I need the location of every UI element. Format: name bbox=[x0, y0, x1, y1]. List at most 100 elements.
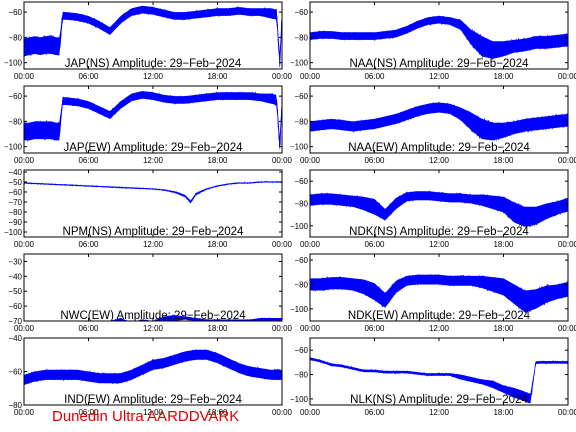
x-tick-label: 00:00 bbox=[558, 408, 576, 417]
y-tick-label: −100 bbox=[4, 59, 23, 68]
x-tick-label: 00:00 bbox=[558, 240, 576, 249]
y-tick-label: −60 bbox=[294, 346, 308, 355]
y-tick-label: −100 bbox=[290, 305, 309, 314]
x-tick-label: 00:00 bbox=[14, 72, 35, 81]
amplitude-series bbox=[310, 15, 568, 60]
x-tick-label: 12:00 bbox=[143, 324, 164, 333]
amplitude-series bbox=[24, 91, 282, 152]
x-tick-label: 18:00 bbox=[207, 408, 228, 417]
chart-title: IND(EW) Amplitude: 29−Feb−2024 bbox=[64, 394, 242, 406]
x-tick-label: 00:00 bbox=[272, 324, 293, 333]
x-tick-label: 12:00 bbox=[143, 156, 164, 165]
amplitude-trace bbox=[24, 5, 282, 68]
x-tick-label: 18:00 bbox=[207, 240, 228, 249]
y-tick-label: −60 bbox=[294, 92, 308, 101]
x-tick-label: 12:00 bbox=[429, 240, 450, 249]
x-tick-label: 18:00 bbox=[493, 408, 514, 417]
chart-panel: 00:00 06:00 12:00 18:00 00:00 −100 −80 −60 NDK(N… bbox=[290, 169, 576, 249]
amplitude-series bbox=[110, 314, 282, 321]
chart-title: JAP(NS) Amplitude: 29−Feb−2024 bbox=[65, 58, 242, 70]
amplitude-envelope bbox=[310, 15, 568, 59]
x-tick-label: 12:00 bbox=[429, 72, 450, 81]
amplitude-series bbox=[24, 180, 282, 204]
x-tick-label: 06:00 bbox=[78, 72, 99, 81]
x-tick-label: 00:00 bbox=[272, 408, 293, 417]
x-tick-label: 06:00 bbox=[364, 408, 385, 417]
x-tick-label: 00:00 bbox=[14, 240, 35, 249]
x-tick-label: 00:00 bbox=[14, 156, 35, 165]
x-tick-label: 00:00 bbox=[300, 156, 321, 165]
x-tick-label: 00:00 bbox=[272, 72, 293, 81]
x-tick-label: 06:00 bbox=[364, 240, 385, 249]
amplitude-trace bbox=[310, 190, 568, 229]
x-tick-label: 06:00 bbox=[364, 72, 385, 81]
y-tick-label: −40 bbox=[8, 168, 22, 177]
y-tick-label: −70 bbox=[8, 317, 22, 326]
chart-panel: 00:00 06:00 12:00 18:00 00:00 −100 −80 −60 NDK(E… bbox=[290, 253, 576, 333]
x-tick-label: 12:00 bbox=[429, 324, 450, 333]
x-tick-label: 12:00 bbox=[429, 408, 450, 417]
station-caption: Dunedin Ultra AARDDVARK bbox=[52, 408, 240, 425]
y-tick-label: −100 bbox=[4, 143, 23, 152]
y-tick-label: −50 bbox=[8, 287, 22, 296]
amplitude-series bbox=[310, 357, 568, 404]
x-tick-label: 12:00 bbox=[429, 156, 450, 165]
chart-title: NAA(NS) Amplitude: 29−Feb−2024 bbox=[350, 58, 530, 70]
y-tick-label: −100 bbox=[290, 222, 309, 231]
y-tick-label: −70 bbox=[8, 198, 22, 207]
y-tick-label: −80 bbox=[8, 117, 22, 126]
y-tick-label: −80 bbox=[8, 208, 22, 217]
chart-panel: 00:00 06:00 12:00 18:00 00:00 −100 −80 −60 JAP(E… bbox=[4, 85, 293, 165]
amplitude-series bbox=[310, 274, 568, 314]
amplitude-trace bbox=[310, 357, 568, 403]
x-tick-label: 12:00 bbox=[143, 408, 164, 417]
y-tick-label: −60 bbox=[294, 8, 308, 17]
y-tick-label: −100 bbox=[4, 228, 23, 237]
chart-title: NDK(NS) Amplitude: 29−Feb−2024 bbox=[349, 226, 529, 238]
x-tick-label: 00:00 bbox=[300, 72, 321, 81]
x-tick-label: 18:00 bbox=[207, 156, 228, 165]
x-tick-label: 00:00 bbox=[558, 156, 576, 165]
y-tick-label: −60 bbox=[294, 256, 308, 265]
amplitude-trace bbox=[310, 274, 568, 314]
y-tick-label: −80 bbox=[294, 117, 308, 126]
y-tick-label: −40 bbox=[8, 334, 22, 343]
x-tick-label: 12:00 bbox=[143, 240, 164, 249]
chart-title: NDK(EW) Amplitude: 29−Feb−2024 bbox=[348, 310, 531, 322]
x-tick-label: 18:00 bbox=[493, 324, 514, 333]
x-tick-label: 06:00 bbox=[364, 156, 385, 165]
amplitude-envelope bbox=[310, 191, 568, 227]
amplitude-trace bbox=[24, 91, 282, 147]
x-tick-label: 00:00 bbox=[558, 72, 576, 81]
chart-panel: 00:00 06:00 12:00 18:00 00:00 −100−90−80−70−6… bbox=[4, 168, 293, 249]
chart-title: NPM(NS) Amplitude: 29−Feb−2024 bbox=[63, 226, 245, 238]
y-tick-label: −100 bbox=[290, 59, 309, 68]
x-tick-label: 00:00 bbox=[272, 240, 293, 249]
y-tick-label: −60 bbox=[8, 92, 22, 101]
amplitude-series bbox=[310, 190, 568, 229]
y-tick-label: −60 bbox=[8, 8, 22, 17]
x-tick-label: 00:00 bbox=[14, 324, 35, 333]
x-tick-label: 00:00 bbox=[272, 156, 293, 165]
amplitude-trace bbox=[24, 180, 282, 204]
amplitude-trace bbox=[310, 101, 568, 142]
amplitude-trace bbox=[24, 349, 282, 385]
y-tick-label: −60 bbox=[8, 368, 22, 377]
chart-panel: 00:00 06:00 12:00 18:00 00:00−80−60−40IND(EW… bbox=[8, 334, 292, 417]
amplitude-envelope bbox=[110, 315, 282, 321]
amplitude-trace bbox=[310, 15, 568, 60]
x-tick-label: 00:00 bbox=[300, 324, 321, 333]
y-tick-label: −100 bbox=[290, 143, 309, 152]
y-tick-label: −80 bbox=[294, 280, 308, 289]
x-tick-label: 00:00 bbox=[300, 240, 321, 249]
y-tick-label: −80 bbox=[8, 401, 22, 410]
y-tick-label: −80 bbox=[294, 200, 308, 209]
chart-panel: 00:00 06:00 12:00 18:00 00:00 −100 −80 −60 NLK(N… bbox=[290, 337, 576, 417]
chart-title: NLK(NS) Amplitude: 29−Feb−2024 bbox=[350, 394, 528, 406]
x-tick-label: 00:00 bbox=[558, 324, 576, 333]
x-tick-label: 00:00 bbox=[14, 408, 35, 417]
x-tick-label: 06:00 bbox=[78, 324, 99, 333]
x-tick-label: 12:00 bbox=[143, 72, 164, 81]
x-tick-label: 18:00 bbox=[493, 72, 514, 81]
